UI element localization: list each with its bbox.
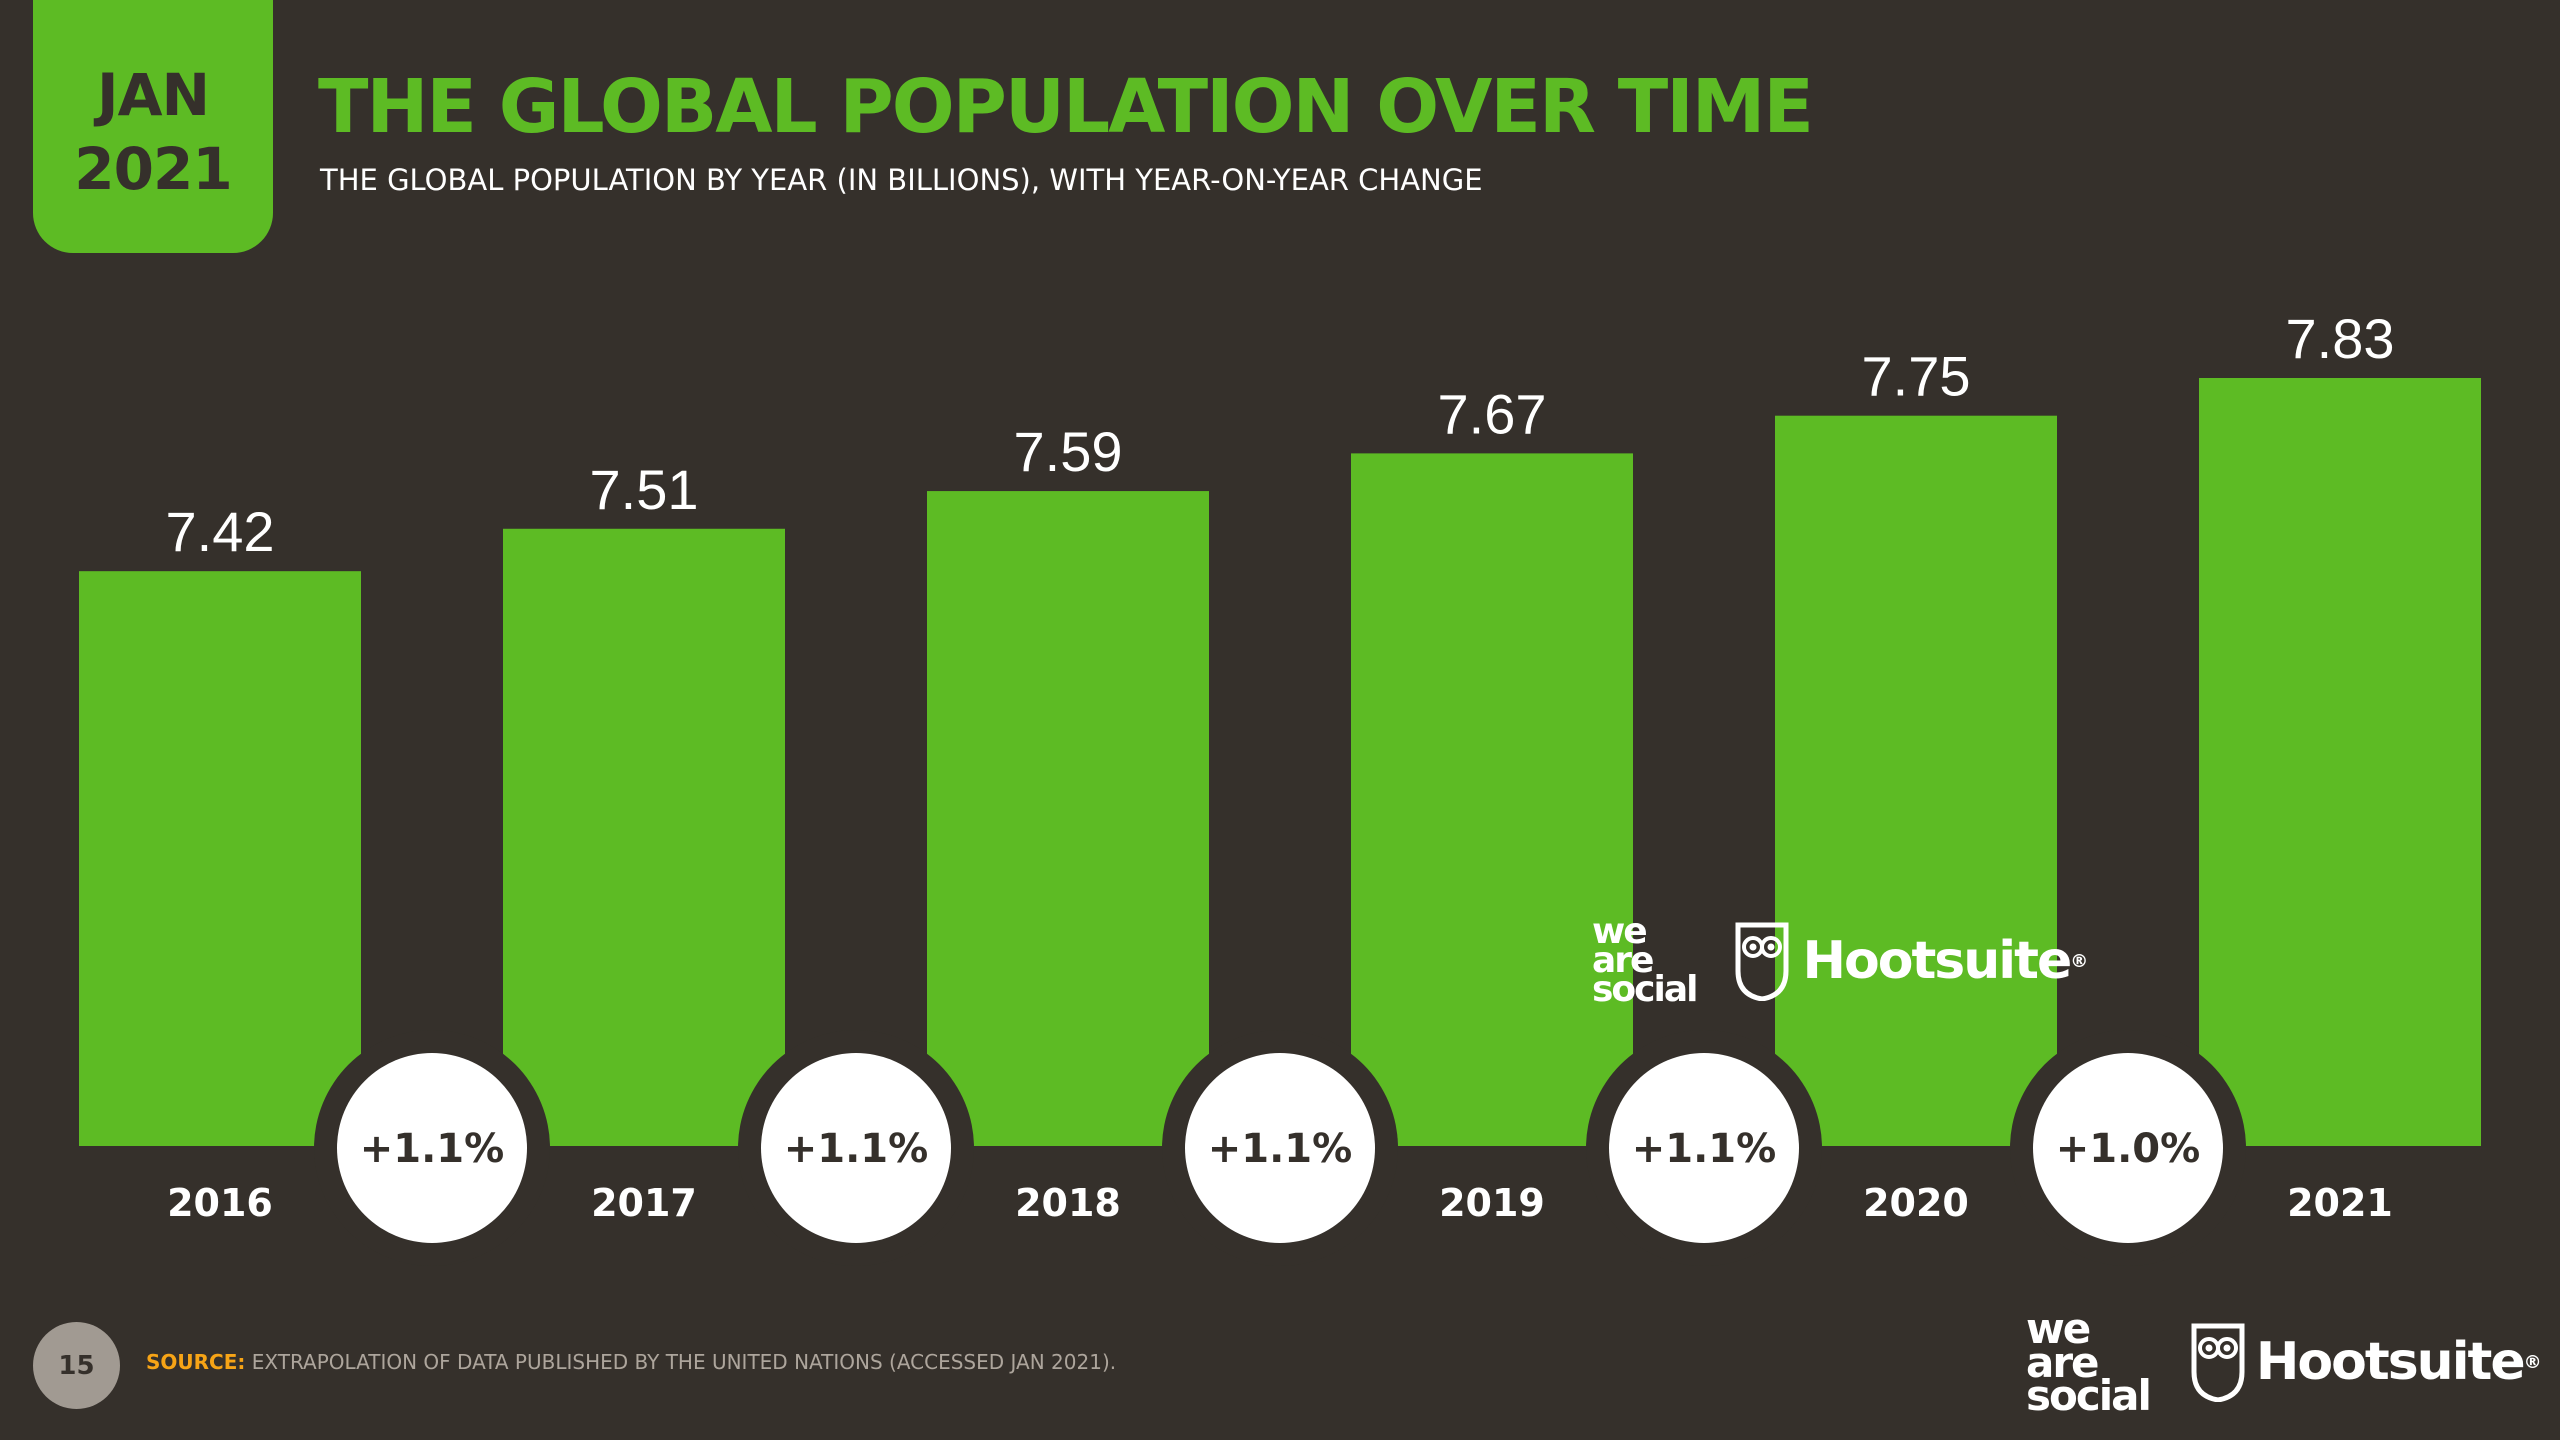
change-label: +1.0% [2056,1126,2200,1172]
year-label: 2020 [1863,1181,1969,1225]
change-bubble [2033,1053,2223,1243]
page-number: 15 [33,1322,120,1409]
page-subtitle: THE GLOBAL POPULATION BY YEAR (IN BILLIO… [320,163,1483,197]
source-text: EXTRAPOLATION OF DATA PUBLISHED BY THE U… [245,1350,1117,1374]
year-label: 2019 [1439,1181,1545,1225]
hootsuite-logo: Hootsuite ® [1734,921,2088,1002]
change-label: +1.1% [784,1126,928,1172]
bar-2018 [927,491,1209,1147]
we-are-social-logo: we are social [1592,911,1698,1010]
change-bubble [1609,1053,1799,1243]
change-label: +1.1% [360,1126,504,1172]
bar-2017 [503,528,785,1146]
footer-hootsuite-logo: Hootsuite ® [2190,1322,2542,1403]
owl-icon [1735,922,1789,1002]
bar-2021 [2199,378,2481,1146]
year-label: 2017 [591,1181,697,1225]
year-label: 2018 [1015,1181,1121,1225]
change-label: +1.1% [1632,1126,1776,1172]
badge-year: 2021 [74,135,232,203]
bar-value-label: 7.51 [590,458,699,521]
change-bubble [1185,1053,1375,1243]
bar-2020 [1775,415,2057,1146]
change-label: +1.1% [1208,1126,1352,1172]
bar-value-label: 7.83 [2286,307,2395,370]
watermark-logos: we are social Hootsuite ® [1592,911,2088,1010]
bar-value-label: 7.67 [1438,382,1547,445]
bar-value-label: 7.75 [1862,345,1971,408]
footer-we-are-social-logo: we are social [2026,1304,2152,1421]
footer-owl-icon [2191,1323,2245,1403]
page-title: THE GLOBAL POPULATION OVER TIME [318,64,1814,150]
bar-2019 [1351,453,1633,1147]
badge-month: JAN [96,61,210,129]
source-label: SOURCE: [146,1350,246,1374]
bar-value-label: 7.59 [1014,420,1123,483]
change-bubble [761,1053,951,1243]
footer-logos: we are social Hootsuite ® [2026,1304,2542,1421]
source-note: SOURCE: EXTRAPOLATION OF DATA PUBLISHED … [146,1350,1116,1374]
bar-2016 [79,571,361,1146]
date-badge: JAN 2021 [33,0,273,253]
bar-value-label: 7.42 [166,500,275,563]
year-label: 2021 [2287,1181,2393,1225]
year-label: 2016 [167,1181,273,1225]
change-bubble [337,1053,527,1243]
